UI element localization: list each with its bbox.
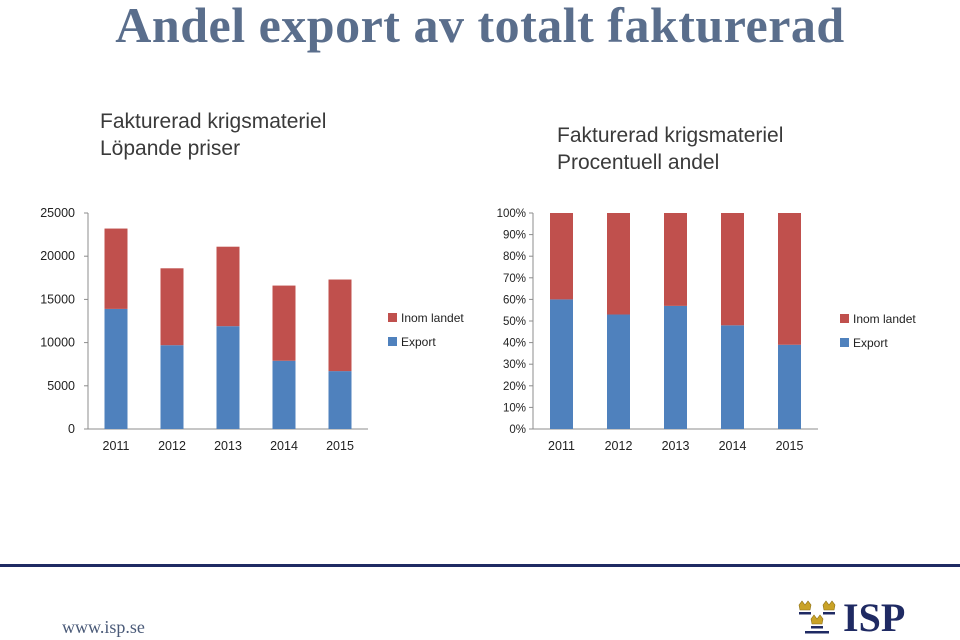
left-y-tick-label: 25000 [40,206,75,220]
left-bar-inom-landet-2015 [328,279,352,372]
left-bar-export-2012 [160,345,184,429]
footer-url-link[interactable]: www.isp.se [62,617,145,637]
right-bar-export-2013 [664,305,687,429]
left-legend-swatch-inom-landet [388,313,397,322]
right-percent-bar-chart: 0% 10% 20% 30% 40% 50% 60% 70% 80% 90% 100% 2011 201… [497,208,917,453]
slide-title: Andel export av totalt fakturerad [115,0,845,53]
right-bar-export-2015 [778,344,801,429]
left-y-tick-label: 20000 [40,249,75,263]
left-chart-title: Fakturerad krigsmateriel Löpande priser [100,108,326,162]
right-bar-inom-landet-2011 [550,213,573,300]
right-y-tick-label: 40% [503,338,526,350]
left-bar-inom-landet-2013 [216,246,240,327]
right-bar-export-2014 [721,325,744,429]
right-bar-export-2012 [607,314,630,429]
right-y-tick-label: 50% [503,316,526,328]
left-bar-export-2011 [104,308,128,429]
left-legend-label-inom-landet: Inom landet [401,311,464,325]
right-x-tick-label-2011: 2011 [548,439,575,453]
right-bar-inom-landet-2015 [778,213,801,345]
left-chart-title-line-1: Fakturerad krigsmateriel [100,110,327,133]
left-x-tick-label-2013: 2013 [214,439,242,453]
three-crowns-icon [798,600,836,634]
left-y-tick-label: 0 [68,422,75,436]
right-y-tick-label: 10% [503,402,526,414]
left-y-tick-label: 5000 [47,379,75,393]
left-chart-title-line-2: Löpande priser [100,137,241,160]
right-y-tick-label: 0% [509,424,526,436]
right-legend-label-inom-landet: Inom landet [853,312,916,326]
right-y-tick-label: 70% [503,273,526,285]
left-bar-inom-landet-2011 [104,228,128,309]
right-y-tick-label: 60% [503,294,526,306]
right-x-tick-label-2012: 2012 [605,439,633,453]
right-legend-swatch-export [840,338,849,347]
left-x-tick-label-2011: 2011 [103,439,130,453]
left-y-tick-label: 15000 [40,292,75,306]
right-y-tick-label: 100% [497,208,526,220]
footer-divider [0,564,960,567]
left-x-tick-label-2014: 2014 [270,439,298,453]
left-bar-export-2015 [328,371,352,429]
right-x-tick-label-2015: 2015 [776,439,804,453]
logo-text: ISP [843,595,906,640]
left-bar-export-2013 [216,326,240,429]
right-chart-title: Fakturerad krigsmateriel Procentuell and… [557,122,783,176]
left-bar-inom-landet-2014 [272,285,296,361]
right-bar-inom-landet-2012 [607,213,630,315]
isp-logo: ISP [795,598,905,638]
right-chart-title-line-2: Procentuell andel [557,151,720,174]
left-bar-export-2014 [272,360,296,429]
left-bar-inom-landet-2012 [160,268,184,346]
right-bar-export-2011 [550,299,573,429]
right-legend-label-export: Export [853,336,888,350]
right-y-tick-label: 80% [503,251,526,263]
right-bar-inom-landet-2013 [664,213,687,306]
right-bar-inom-landet-2014 [721,213,744,326]
right-legend-swatch-inom-landet [840,314,849,323]
right-y-tick-label: 20% [503,381,526,393]
right-y-tick-label: 90% [503,230,526,242]
left-stacked-bar-chart: 0 5000 10000 15000 20000 25000 2011 2012 2013 201… [40,206,464,453]
right-x-tick-label-2014: 2014 [719,439,747,453]
left-x-tick-label-2012: 2012 [158,439,186,453]
right-x-tick-label-2013: 2013 [662,439,690,453]
left-legend-swatch-export [388,337,397,346]
left-x-tick-label-2015: 2015 [326,439,354,453]
right-chart-title-line-1: Fakturerad krigsmateriel [557,124,784,147]
right-y-tick-label: 30% [503,359,526,371]
left-y-tick-label: 10000 [40,336,75,350]
left-legend-label-export: Export [401,335,436,349]
